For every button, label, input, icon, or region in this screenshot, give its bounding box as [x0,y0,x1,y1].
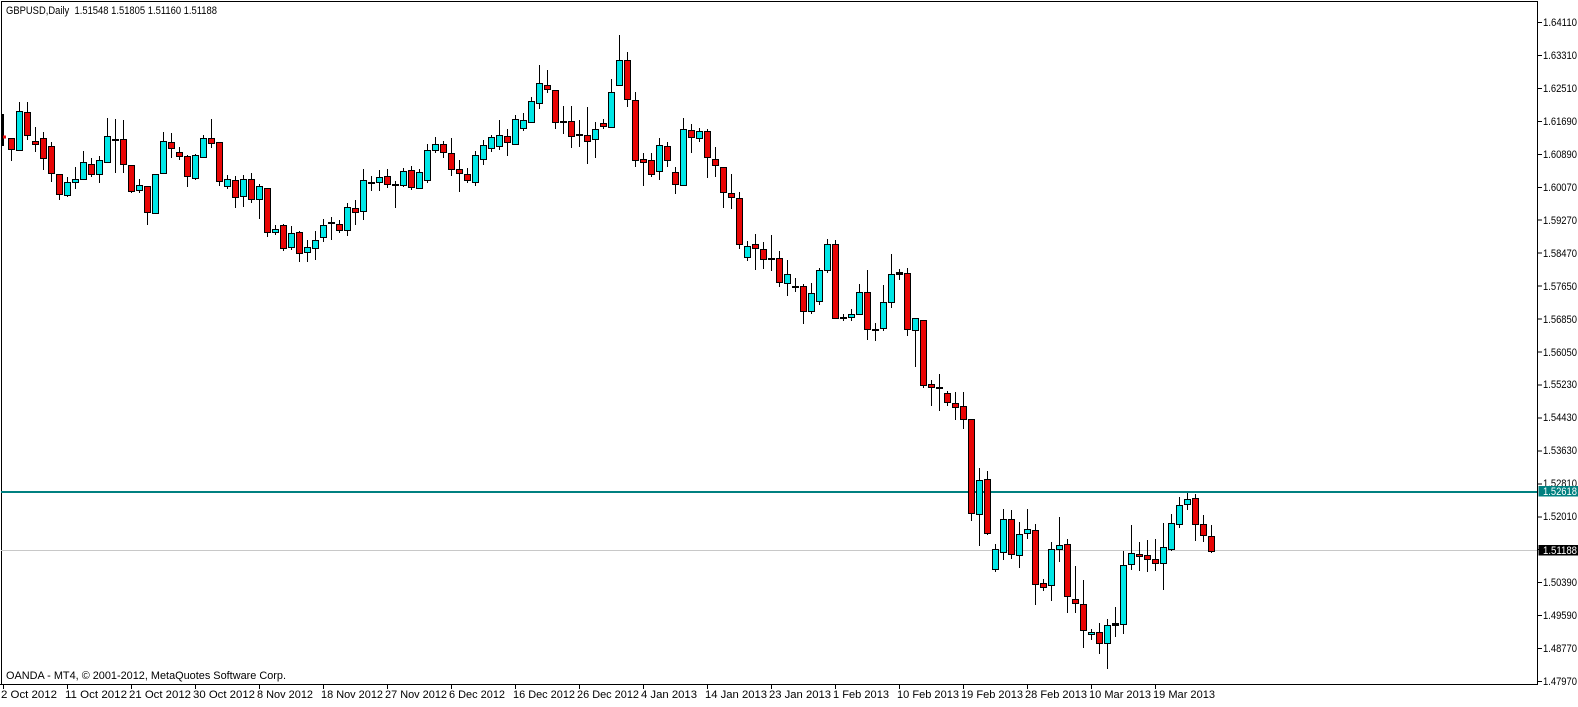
svg-text:27 Nov 2012: 27 Nov 2012 [385,689,447,701]
svg-text:8 Nov 2012: 8 Nov 2012 [257,689,313,701]
svg-text:4 Jan 2013: 4 Jan 2013 [641,689,697,701]
svg-text:1.62510: 1.62510 [1543,83,1577,95]
svg-text:30 Oct 2012: 30 Oct 2012 [193,689,255,701]
svg-text:1.63310: 1.63310 [1543,50,1577,62]
svg-text:1.61690: 1.61690 [1543,116,1577,128]
svg-text:1.51188: 1.51188 [1543,545,1577,557]
svg-text:26 Dec 2012: 26 Dec 2012 [577,689,639,701]
svg-text:21 Oct 2012: 21 Oct 2012 [129,689,191,701]
svg-text:23 Jan 2013: 23 Jan 2013 [769,689,831,701]
svg-text:18 Nov 2012: 18 Nov 2012 [321,689,383,701]
svg-text:10 Mar 2013: 10 Mar 2013 [1089,689,1151,701]
svg-text:6 Dec 2012: 6 Dec 2012 [449,689,505,701]
svg-text:1.58470: 1.58470 [1543,248,1577,260]
svg-text:1.48770: 1.48770 [1543,643,1577,655]
svg-text:1.50390: 1.50390 [1543,577,1577,589]
svg-text:1.60070: 1.60070 [1543,182,1577,194]
svg-text:1.59270: 1.59270 [1543,215,1577,227]
svg-text:1.49590: 1.49590 [1543,610,1577,622]
svg-text:1.60890: 1.60890 [1543,149,1577,161]
svg-text:1.47970: 1.47970 [1543,676,1577,688]
svg-text:1 Feb 2013: 1 Feb 2013 [833,689,889,701]
svg-text:GBPUSD,Daily 1.51548 1.51805: GBPUSD,Daily 1.51548 1.51805 1.51160 1.5… [6,5,217,17]
svg-text:1.55230: 1.55230 [1543,379,1577,391]
svg-text:16 Dec 2012: 16 Dec 2012 [513,689,575,701]
svg-text:19 Mar 2013: 19 Mar 2013 [1153,689,1215,701]
svg-text:11 Oct 2012: 11 Oct 2012 [65,689,127,701]
svg-text:10 Feb 2013: 10 Feb 2013 [897,689,959,701]
svg-text:1.56850: 1.56850 [1543,314,1577,326]
svg-text:28 Feb 2013: 28 Feb 2013 [1025,689,1087,701]
svg-text:19 Feb 2013: 19 Feb 2013 [961,689,1023,701]
svg-text:1.64110: 1.64110 [1543,17,1577,29]
svg-text:2 Oct 2012: 2 Oct 2012 [1,689,57,701]
svg-text:OANDA - MT4, © 2001-2012, Meta: OANDA - MT4, © 2001-2012, MetaQuotes Sof… [6,670,286,682]
svg-text:1.56050: 1.56050 [1543,347,1577,359]
svg-text:1.57650: 1.57650 [1543,281,1577,293]
svg-text:1.54430: 1.54430 [1543,412,1577,424]
svg-text:1.52618: 1.52618 [1543,486,1577,498]
svg-text:14 Jan 2013: 14 Jan 2013 [705,689,767,701]
svg-text:1.52010: 1.52010 [1543,511,1577,523]
svg-text:1.53630: 1.53630 [1543,445,1577,457]
